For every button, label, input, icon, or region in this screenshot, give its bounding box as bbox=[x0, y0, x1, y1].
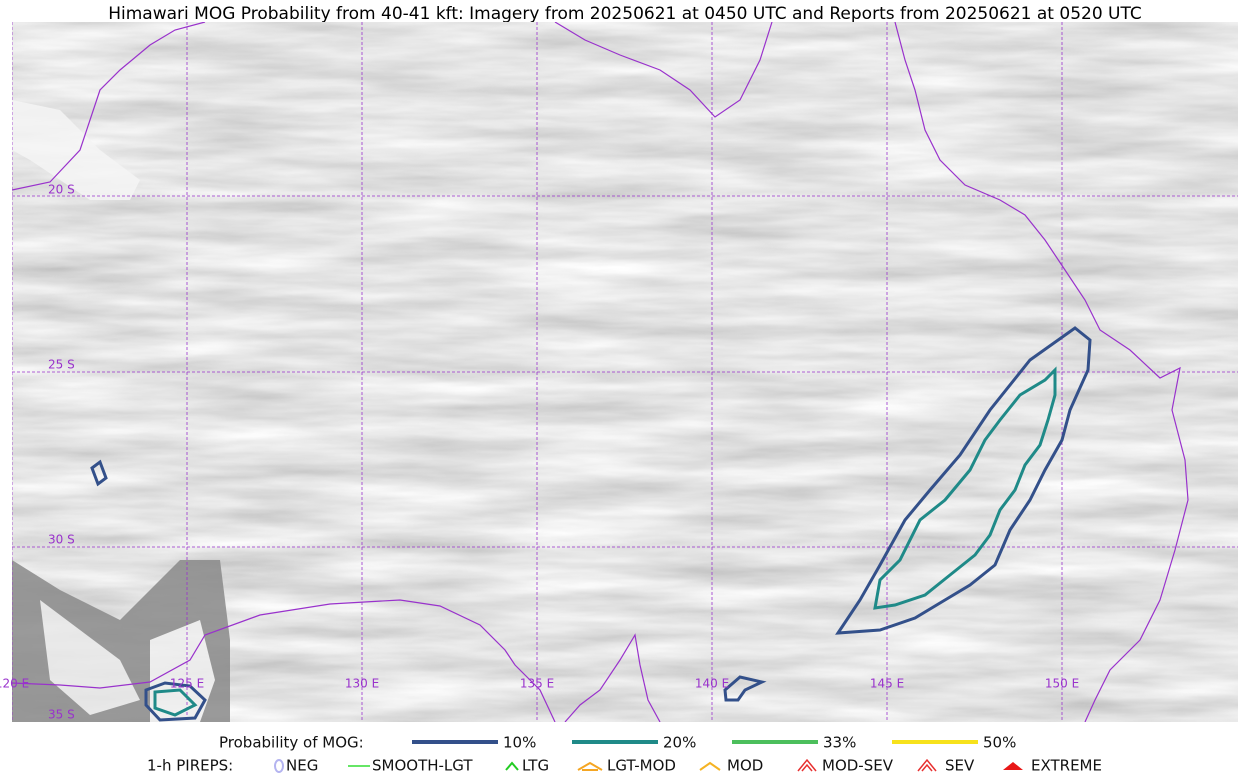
lat-label: 35 S bbox=[48, 708, 75, 722]
cloud-region bbox=[12, 100, 230, 722]
legend-label: 50% bbox=[983, 734, 1016, 752]
lat-label: 30 S bbox=[48, 533, 75, 547]
lon-label: 145 E bbox=[870, 677, 904, 691]
pirep-icon bbox=[1003, 762, 1023, 770]
legend-label: 10% bbox=[503, 734, 536, 752]
grid bbox=[12, 22, 1238, 722]
pirep-icon bbox=[699, 761, 721, 771]
lon-label: 140 E bbox=[695, 677, 729, 691]
pirep-icon bbox=[274, 759, 284, 773]
lon-label: 125 E bbox=[170, 677, 204, 691]
legend-label: 33% bbox=[823, 734, 856, 752]
legend-label: SMOOTH-LGT bbox=[372, 757, 473, 775]
pirep-icon bbox=[797, 758, 817, 772]
lon-label: 120 E bbox=[0, 677, 29, 691]
map bbox=[12, 22, 1238, 722]
legend-label: NEG bbox=[286, 757, 318, 775]
lon-label: 130 E bbox=[345, 677, 379, 691]
title: Himawari MOG Probability from 40-41 kft:… bbox=[108, 4, 1142, 24]
legend-label: LGT-MOD bbox=[607, 757, 676, 775]
map-labels: 20 S 25 S 30 S 35 S 120 E 125 E 130 E 135 E 140 … bbox=[0, 183, 1079, 722]
pirep-icon bbox=[505, 761, 519, 771]
legend-title: 1-h PIREPS: bbox=[147, 757, 233, 775]
pirep-icon bbox=[577, 761, 603, 771]
legend-label: 20% bbox=[663, 734, 696, 752]
legend-label: LTG bbox=[522, 757, 549, 775]
probability-contours bbox=[90, 326, 1092, 722]
legend-label: EXTREME bbox=[1031, 757, 1102, 775]
legend-label: MOD bbox=[727, 757, 763, 775]
lon-label: 135 E bbox=[520, 677, 554, 691]
legend-title: Probability of MOG: bbox=[219, 734, 364, 752]
coastlines bbox=[12, 22, 1189, 722]
pirep-icon bbox=[917, 758, 937, 772]
lat-label: 20 S bbox=[48, 183, 75, 197]
legend-label: MOD-SEV bbox=[822, 757, 894, 775]
legend: Probability of MOG: 10% 20% 33% 50% 1-h PIREP… bbox=[147, 734, 1102, 775]
lon-label: 150 E bbox=[1045, 677, 1079, 691]
lat-label: 25 S bbox=[48, 358, 75, 372]
legend-label: SEV bbox=[945, 757, 975, 775]
